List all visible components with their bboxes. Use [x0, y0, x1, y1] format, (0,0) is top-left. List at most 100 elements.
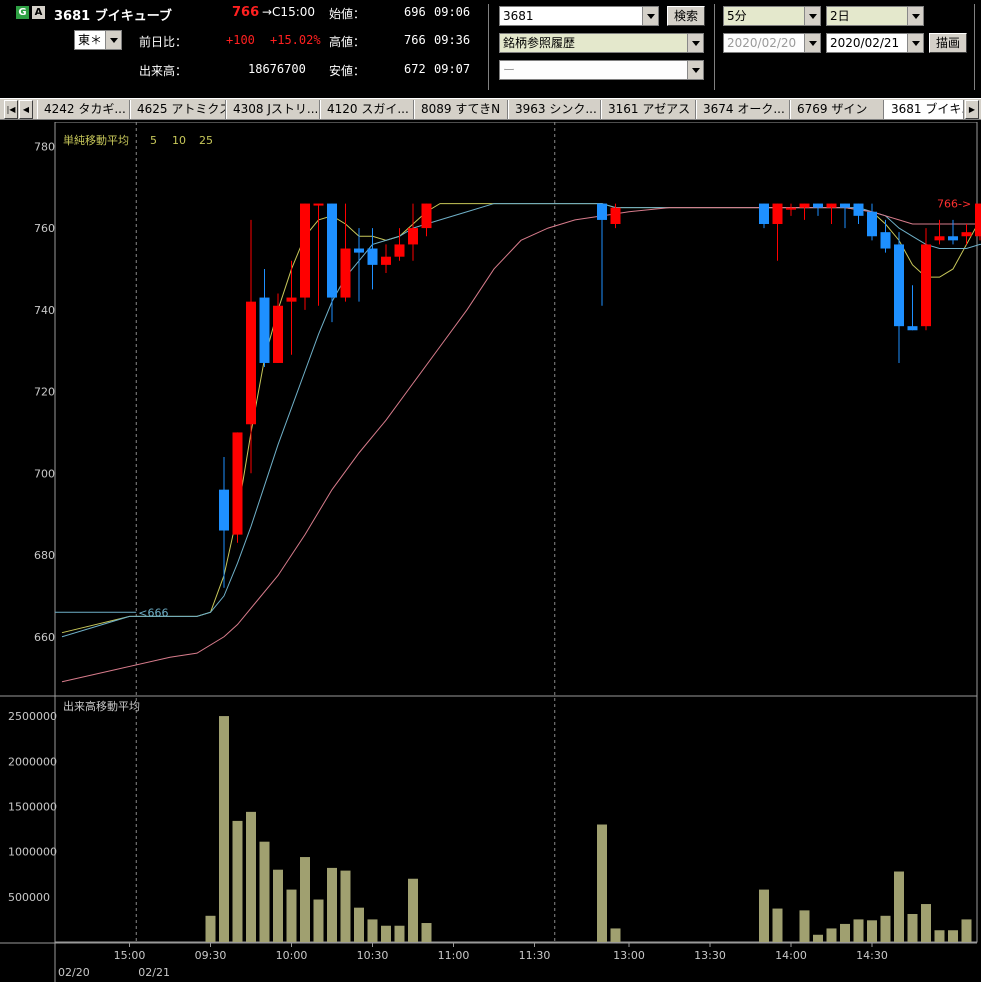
volume-bar[interactable] — [880, 915, 891, 942]
volume-bar[interactable] — [610, 928, 621, 942]
chevron-down-icon[interactable] — [907, 7, 923, 25]
tab-item[interactable]: 4120 スガイ... — [320, 100, 414, 119]
volume-bar[interactable] — [300, 857, 310, 942]
candle-body[interactable] — [597, 203, 607, 220]
volume-bar[interactable] — [907, 913, 918, 942]
chevron-down-icon[interactable] — [907, 34, 923, 52]
volume-bar[interactable] — [421, 923, 432, 942]
tab-item[interactable]: 3161 アゼアス — [601, 100, 696, 119]
volume-bar[interactable] — [408, 878, 418, 942]
candle-body[interactable] — [921, 244, 931, 327]
tab-item[interactable]: 4308 Jストリ... — [226, 100, 320, 119]
candle-body[interactable] — [367, 248, 378, 265]
volume-bar[interactable] — [961, 919, 972, 942]
volume-bar[interactable] — [772, 908, 783, 942]
tab-item[interactable]: 3681 ブイキ... — [884, 100, 964, 119]
first-tab-icon[interactable]: |◀ — [4, 100, 18, 119]
volume-bar[interactable] — [381, 925, 391, 942]
volume-bar[interactable] — [799, 910, 810, 942]
volume-bar[interactable] — [259, 841, 270, 942]
tab-item[interactable]: 3674 オーク... — [696, 100, 790, 119]
candle-body[interactable] — [975, 203, 981, 237]
candle-body[interactable] — [246, 301, 256, 425]
interval-select[interactable]: 5分 — [723, 6, 821, 26]
g-icon[interactable]: G — [16, 6, 29, 19]
chevron-down-icon[interactable] — [642, 7, 658, 25]
candle-body[interactable] — [394, 244, 405, 257]
candle-body[interactable] — [759, 203, 769, 224]
volume-bar[interactable] — [286, 889, 297, 942]
candle-body[interactable] — [907, 326, 918, 331]
volume-bar[interactable] — [948, 930, 958, 942]
volume-bar[interactable] — [232, 820, 243, 942]
candle-body[interactable] — [813, 203, 823, 208]
candle-body[interactable] — [421, 203, 432, 229]
volume-bar[interactable] — [597, 824, 607, 942]
candle-body[interactable] — [408, 228, 418, 245]
volume-bar[interactable] — [853, 919, 864, 942]
volume-bar[interactable] — [867, 920, 877, 942]
candle-body[interactable] — [880, 232, 891, 249]
candle-body[interactable] — [219, 489, 229, 531]
candle-body[interactable] — [840, 203, 850, 208]
volume-bar[interactable] — [894, 871, 904, 942]
range-select[interactable]: 2日 — [826, 6, 924, 26]
chevron-down-icon[interactable] — [687, 34, 703, 52]
candle-body[interactable] — [961, 232, 972, 237]
volume-bar[interactable] — [313, 899, 324, 942]
draw-button[interactable]: 描画 — [929, 33, 967, 53]
volume-bar[interactable] — [327, 867, 337, 942]
date-to[interactable]: 2020/02/21 — [826, 33, 924, 53]
third-select[interactable]: ー — [499, 60, 704, 80]
volume-bar[interactable] — [354, 907, 364, 942]
candle-body[interactable] — [286, 297, 297, 302]
prev-tab-icon[interactable]: ◀ — [19, 100, 33, 119]
candle-body[interactable] — [300, 203, 310, 298]
code-input[interactable]: 3681 — [499, 6, 659, 26]
volume-bar[interactable] — [273, 869, 283, 942]
volume-bar[interactable] — [367, 919, 378, 942]
candle-body[interactable] — [259, 297, 270, 363]
tab-item[interactable]: 8089 すてきN — [414, 100, 508, 119]
candle-body[interactable] — [354, 248, 364, 253]
candle-body[interactable] — [340, 248, 351, 298]
candle-body[interactable] — [948, 236, 958, 241]
volume-bar[interactable] — [934, 930, 945, 942]
search-button[interactable]: 検索 — [667, 6, 705, 26]
tab-item[interactable]: 6769 ザイン — [790, 100, 884, 119]
candle-body[interactable] — [894, 244, 904, 327]
volume-bar[interactable] — [246, 811, 256, 942]
volume-bar[interactable] — [921, 904, 931, 942]
chevron-down-icon[interactable] — [105, 31, 121, 49]
candle-body[interactable] — [313, 203, 324, 206]
volume-bar[interactable] — [205, 915, 216, 942]
volume-bar[interactable] — [340, 870, 351, 942]
chevron-down-icon[interactable] — [804, 34, 820, 52]
volume-bar[interactable] — [826, 928, 837, 942]
candle-body[interactable] — [327, 203, 337, 298]
next-tab-icon[interactable]: ▶ — [965, 100, 979, 119]
date-from[interactable]: 2020/02/20 — [723, 33, 821, 53]
candle-body[interactable] — [867, 211, 877, 237]
candle-body[interactable] — [610, 207, 621, 224]
tab-item[interactable]: 3963 シンク... — [508, 100, 601, 119]
volume-bar[interactable] — [394, 925, 405, 942]
tab-item[interactable]: 4242 タカギ... — [37, 100, 130, 119]
price-chart[interactable]: 660 680 700 720 740 760 780 500000 1000000 150000… — [0, 122, 981, 982]
alert-icon[interactable]: A — [32, 6, 45, 19]
candle-body[interactable] — [772, 203, 783, 224]
candle-body[interactable] — [799, 203, 810, 208]
candle-body[interactable] — [381, 256, 391, 265]
chevron-down-icon[interactable] — [687, 61, 703, 79]
volume-bar[interactable] — [840, 923, 850, 942]
candle-body[interactable] — [232, 432, 243, 535]
volume-bar[interactable] — [813, 934, 823, 942]
candle-body[interactable] — [273, 305, 283, 363]
candle-body[interactable] — [934, 236, 945, 241]
history-select[interactable]: 銘柄参照履歴 — [499, 33, 704, 53]
candle-body[interactable] — [786, 207, 796, 210]
volume-bar[interactable] — [219, 716, 229, 942]
market-select[interactable]: 東＊ — [74, 30, 122, 50]
candle-body[interactable] — [853, 203, 864, 216]
chevron-down-icon[interactable] — [804, 7, 820, 25]
